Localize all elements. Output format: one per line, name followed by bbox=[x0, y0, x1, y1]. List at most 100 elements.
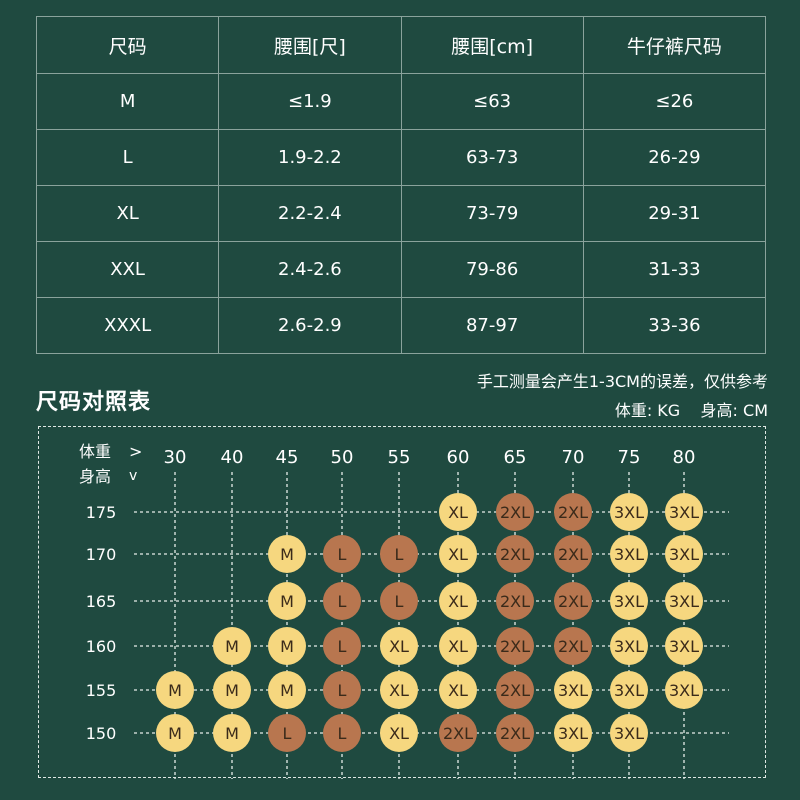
size-dot-label: 2XL bbox=[558, 545, 588, 564]
size-dot bbox=[554, 493, 592, 531]
size-dot-label: L bbox=[338, 724, 347, 743]
unit-legend: 体重: KG 身高: CM bbox=[614, 401, 768, 420]
size-dot bbox=[380, 671, 418, 709]
size-dot-label: XL bbox=[389, 724, 409, 743]
table-cell: 79-86 bbox=[400, 241, 584, 298]
size-dot bbox=[439, 714, 477, 752]
weight-tick-label: 40 bbox=[221, 447, 244, 468]
size-dot bbox=[213, 671, 251, 709]
size-dot bbox=[610, 493, 648, 531]
header-cell: 牛仔裤尺码 bbox=[582, 16, 767, 74]
table-row: XXL 2.4-2.6 79-86 31-33 bbox=[35, 241, 767, 298]
table-cell: M bbox=[35, 73, 220, 130]
size-dot-label: 2XL bbox=[500, 637, 530, 656]
size-dot bbox=[496, 535, 534, 573]
size-dot-label: 3XL bbox=[614, 681, 644, 700]
table-cell: 2.6-2.9 bbox=[218, 297, 402, 354]
header-cell: 腰围[cm] bbox=[400, 16, 584, 74]
size-dot-label: 2XL bbox=[558, 637, 588, 656]
size-dot bbox=[213, 627, 251, 665]
size-dot bbox=[554, 582, 592, 620]
x-axis-arrow: > bbox=[129, 442, 142, 461]
size-dot bbox=[323, 627, 361, 665]
table-cell: L bbox=[35, 129, 220, 186]
size-dot bbox=[554, 535, 592, 573]
size-dot-label: 3XL bbox=[669, 681, 699, 700]
size-dot-label: L bbox=[338, 637, 347, 656]
size-dot bbox=[268, 627, 306, 665]
size-dot-label: 3XL bbox=[614, 503, 644, 522]
size-dot-label: XL bbox=[448, 545, 468, 564]
weight-tick-label: 30 bbox=[164, 447, 187, 468]
table-cell: ≤63 bbox=[400, 73, 584, 130]
table-cell: 33-36 bbox=[582, 297, 767, 354]
size-dot bbox=[665, 493, 703, 531]
size-dot-label: L bbox=[395, 545, 404, 564]
size-dot bbox=[610, 627, 648, 665]
size-dot-label: 3XL bbox=[614, 545, 644, 564]
weight-tick-label: 55 bbox=[388, 447, 411, 468]
header-cell: 尺码 bbox=[35, 16, 220, 74]
table-header-row: 尺码 腰围[尺] 腰围[cm] 牛仔裤尺码 bbox=[35, 16, 767, 74]
height-tick-label: 170 bbox=[86, 545, 117, 564]
size-dot bbox=[380, 627, 418, 665]
height-tick-label: 165 bbox=[86, 592, 117, 611]
table-row: L 1.9-2.2 63-73 26-29 bbox=[35, 129, 767, 186]
size-dot-label: XL bbox=[448, 637, 468, 656]
size-dot-label: XL bbox=[448, 592, 468, 611]
size-dot bbox=[554, 714, 592, 752]
weight-tick-label: 45 bbox=[276, 447, 299, 468]
size-chart: 体重 > 身高 v 30 40 45 50 55 60 65 70 75 80 175 170 165 160 15… bbox=[38, 426, 766, 779]
size-dot-label: M bbox=[225, 637, 239, 656]
size-dot-label: 2XL bbox=[500, 681, 530, 700]
size-dot-label: XL bbox=[389, 637, 409, 656]
size-dot bbox=[439, 582, 477, 620]
size-dot bbox=[496, 582, 534, 620]
size-dot-label: 3XL bbox=[669, 637, 699, 656]
size-dot-label: L bbox=[338, 592, 347, 611]
size-dot-label: 2XL bbox=[500, 545, 530, 564]
table-row: M ≤1.9 ≤63 ≤26 bbox=[35, 73, 767, 130]
height-tick-label: 150 bbox=[86, 724, 117, 743]
size-dot-label: 2XL bbox=[500, 724, 530, 743]
weight-tick-label: 65 bbox=[504, 447, 527, 468]
y-axis-header: 身高 bbox=[79, 467, 111, 486]
size-dot-label: 3XL bbox=[669, 592, 699, 611]
size-dot-label: 3XL bbox=[614, 724, 644, 743]
size-dot bbox=[439, 535, 477, 573]
size-dot-label: M bbox=[225, 681, 239, 700]
table-cell: 1.9-2.2 bbox=[218, 129, 402, 186]
size-dot-label: 3XL bbox=[614, 637, 644, 656]
weight-tick-label: 70 bbox=[562, 447, 585, 468]
size-dot-label: M bbox=[168, 724, 182, 743]
table-cell: 31-33 bbox=[582, 241, 767, 298]
weight-tick-label: 60 bbox=[447, 447, 470, 468]
size-dot-label: XL bbox=[389, 681, 409, 700]
y-axis-arrow: v bbox=[129, 468, 137, 484]
x-axis-header: 体重 bbox=[79, 442, 111, 461]
size-dot-label: M bbox=[280, 681, 294, 700]
size-table: 尺码 腰围[尺] 腰围[cm] 牛仔裤尺码 M ≤1.9 ≤63 ≤26 L 1… bbox=[35, 16, 767, 354]
table-cell: 73-79 bbox=[400, 185, 584, 242]
size-dot-label: XL bbox=[448, 503, 468, 522]
size-dot bbox=[323, 671, 361, 709]
size-dot bbox=[496, 671, 534, 709]
size-dot bbox=[610, 671, 648, 709]
size-dot bbox=[496, 627, 534, 665]
table-cell: 87-97 bbox=[400, 297, 584, 354]
height-tick-label: 160 bbox=[86, 637, 117, 656]
size-dot-label: 2XL bbox=[558, 503, 588, 522]
size-dot-label: L bbox=[338, 545, 347, 564]
size-dot bbox=[156, 671, 194, 709]
size-dot bbox=[323, 535, 361, 573]
size-dot-label: 2XL bbox=[558, 592, 588, 611]
table-cell: 26-29 bbox=[582, 129, 767, 186]
table-cell: 2.2-2.4 bbox=[218, 185, 402, 242]
table-cell: ≤26 bbox=[582, 73, 767, 130]
table-cell: XXXL bbox=[35, 297, 220, 354]
size-dot bbox=[380, 535, 418, 573]
size-dot bbox=[610, 714, 648, 752]
size-dot-label: 3XL bbox=[669, 545, 699, 564]
weight-tick-label: 80 bbox=[673, 447, 696, 468]
size-dot-label: M bbox=[280, 592, 294, 611]
